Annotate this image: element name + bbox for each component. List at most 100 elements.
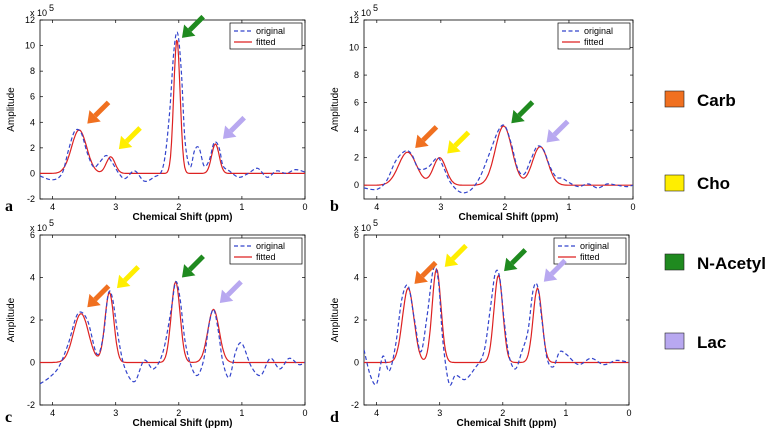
panel-a-x-tick-label-2: 2 bbox=[176, 202, 181, 212]
panel-d-exponent-label: x 10 bbox=[354, 223, 371, 233]
panel-b-legend-label-fitted: fitted bbox=[584, 37, 604, 47]
chart-panel-d: 4 3 2 1 0 -2 0 2 4 6x 10 5 Chemical Shift (ppm) Ampl… bbox=[330, 218, 632, 428]
panel-b-arrow-cho bbox=[447, 130, 471, 154]
panel-a-y-tick-label-0: -2 bbox=[27, 194, 35, 204]
panel-a-legend-box bbox=[229, 22, 303, 50]
panel-letter-b: b bbox=[330, 198, 339, 215]
panel-a-exponent-label: x 10 bbox=[30, 8, 47, 18]
panel-c-x-tick-label-1: 3 bbox=[113, 408, 118, 418]
panel-c-exponent-power: 5 bbox=[49, 218, 54, 228]
panel-d-y-axis-label: Amplitude bbox=[330, 297, 341, 342]
panel-a-arrow-n-acetyl bbox=[181, 14, 205, 38]
panel-b-y-tick-label-6: 12 bbox=[349, 15, 359, 25]
panel-b-y-tick-label-2: 4 bbox=[354, 125, 359, 135]
panel-b-x-tick-label-1: 3 bbox=[438, 202, 443, 212]
panel-d-y-tick-label-2: 2 bbox=[354, 315, 359, 325]
panel-b-y-tick-label-1: 2 bbox=[354, 153, 359, 163]
panel-d-x-axis-label: Chemical Shift (ppm) bbox=[456, 418, 556, 428]
panel-d-x-tick-label-3: 1 bbox=[563, 408, 568, 418]
panel-a-series-fitted bbox=[40, 39, 305, 174]
panel-c-arrow-lac bbox=[219, 280, 243, 303]
key-label-lac: Lac bbox=[697, 333, 726, 352]
panel-a-y-tick-label-4: 6 bbox=[30, 92, 35, 102]
panel-d-series-original bbox=[364, 266, 629, 386]
panel-letter-a: a bbox=[5, 198, 13, 215]
panel-a-arrow-carb bbox=[87, 100, 111, 124]
key-swatch-carb bbox=[664, 90, 685, 108]
panel-b-plot-area bbox=[363, 19, 634, 200]
panel-a-arrow-cho bbox=[118, 126, 142, 150]
key-label-carb: Carb bbox=[697, 91, 736, 110]
panel-b-x-tick-label-0: 4 bbox=[374, 202, 379, 212]
panel-a-arrow-lac bbox=[222, 115, 246, 139]
panel-b-x-tick-label-2: 2 bbox=[502, 202, 507, 212]
panel-d-legend-box bbox=[553, 237, 627, 265]
panel-a-x-tick-label-1: 3 bbox=[113, 202, 118, 212]
panel-c-x-tick-label-3: 1 bbox=[239, 408, 244, 418]
panel-b-exponent-power: 5 bbox=[373, 3, 378, 13]
key-label-cho: Cho bbox=[697, 174, 730, 193]
color-key: Carb Cho N-Acetyl Lac bbox=[664, 90, 766, 352]
panel-d-x-tick-label-1: 3 bbox=[437, 408, 442, 418]
panel-c-x-tick-label-0: 4 bbox=[50, 408, 55, 418]
panel-a-exponent-power: 5 bbox=[49, 3, 54, 13]
panel-a-x-tick-label-0: 4 bbox=[50, 202, 55, 212]
panel-b-y-axis-label: Amplitude bbox=[330, 87, 341, 132]
panel-c-x-tick-label-4: 0 bbox=[302, 408, 307, 418]
panel-c-exponent-label: x 10 bbox=[30, 223, 47, 233]
panel-b-series-fitted bbox=[364, 125, 633, 186]
panel-d-exponent-power: 5 bbox=[373, 218, 378, 228]
panel-a-y-axis-label: Amplitude bbox=[6, 87, 17, 132]
panel-d-y-tick-label-3: 4 bbox=[354, 273, 359, 283]
key-swatch-n-acetyl bbox=[664, 253, 685, 271]
panel-c-arrow-carb bbox=[87, 284, 111, 308]
panel-c-y-axis-label: Amplitude bbox=[6, 297, 17, 342]
panel-a-y-tick-label-7: 12 bbox=[25, 15, 35, 25]
panel-b-x-axis-label: Chemical Shift (ppm) bbox=[458, 212, 558, 223]
panel-d-y-tick-label-4: 6 bbox=[354, 230, 359, 240]
panel-c-arrow-n-acetyl bbox=[181, 254, 205, 278]
panel-a-y-tick-label-2: 2 bbox=[30, 143, 35, 153]
panel-b-arrow-lac bbox=[546, 119, 570, 143]
panel-c-arrow-cho bbox=[116, 265, 140, 289]
panel-b-series-original bbox=[364, 124, 633, 194]
panel-d-y-tick-label-1: 0 bbox=[354, 358, 359, 368]
panel-c-y-tick-label-4: 6 bbox=[30, 230, 35, 240]
panel-a-y-tick-label-5: 8 bbox=[30, 66, 35, 76]
key-label-n-acetyl: N-Acetyl bbox=[697, 254, 766, 273]
panel-c-x-tick-label-2: 2 bbox=[176, 408, 181, 418]
panel-b-arrow-carb bbox=[415, 125, 439, 149]
panel-d-arrow-n-acetyl bbox=[504, 248, 528, 272]
panel-d-arrow-lac bbox=[543, 258, 567, 282]
panel-d-x-tick-label-0: 4 bbox=[374, 408, 379, 418]
panel-c-legend-box bbox=[229, 237, 303, 265]
panel-a-x-axis-label: Chemical Shift (ppm) bbox=[132, 212, 232, 223]
panel-c-legend-label-original: original bbox=[256, 241, 285, 251]
panel-d-x-tick-label-4: 0 bbox=[626, 408, 631, 418]
panel-d-arrow-carb bbox=[414, 260, 438, 284]
panel-letter-d: d bbox=[330, 409, 339, 426]
panel-letter-c: c bbox=[5, 409, 12, 426]
panel-a-series-original bbox=[40, 31, 305, 182]
panel-a-legend-label-original: original bbox=[256, 26, 285, 36]
panel-c-y-tick-label-1: 0 bbox=[30, 358, 35, 368]
panel-c-x-axis-label: Chemical Shift (ppm) bbox=[132, 418, 232, 428]
panel-a-legend-label-fitted: fitted bbox=[256, 37, 276, 47]
panel-a-x-tick-label-4: 0 bbox=[302, 202, 307, 212]
panel-c-y-tick-label-3: 4 bbox=[30, 273, 35, 283]
panel-b-arrow-n-acetyl bbox=[511, 100, 535, 124]
panel-a-y-tick-label-3: 4 bbox=[30, 117, 35, 127]
panel-a-x-tick-label-3: 1 bbox=[239, 202, 244, 212]
panel-c-y-tick-label-0: -2 bbox=[27, 400, 35, 410]
panel-b-x-tick-label-4: 0 bbox=[630, 202, 635, 212]
key-swatch-cho bbox=[664, 174, 685, 192]
panel-b-legend-box bbox=[557, 22, 631, 50]
panel-b-y-tick-label-3: 6 bbox=[354, 98, 359, 108]
panel-b-exponent-label: x 10 bbox=[354, 8, 371, 18]
chart-panel-c: 4 3 2 1 0 -2 0 2 4 6x 10 5 Chemical Shift (ppm) Ampl… bbox=[6, 218, 308, 428]
panel-b-y-tick-label-0: 0 bbox=[354, 180, 359, 190]
panel-a-y-tick-label-6: 10 bbox=[25, 41, 35, 51]
